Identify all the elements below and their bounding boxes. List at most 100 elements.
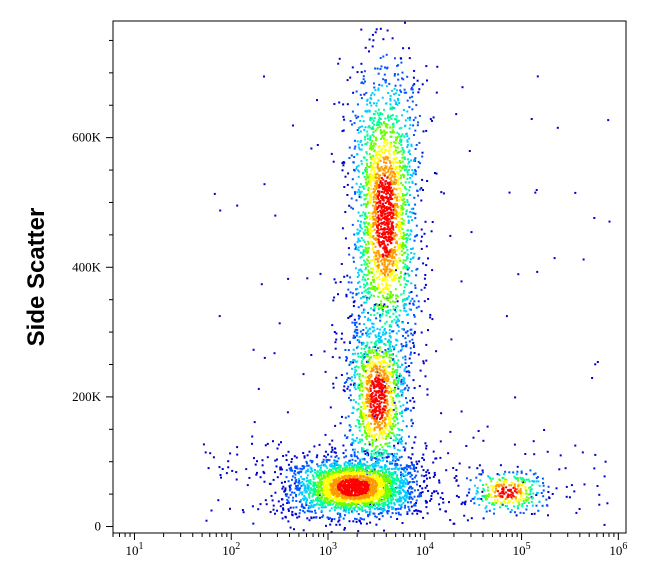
data-point xyxy=(395,168,398,170)
data-point xyxy=(520,484,523,487)
data-point xyxy=(583,483,586,486)
data-point xyxy=(385,355,388,357)
data-point xyxy=(337,471,340,474)
data-point xyxy=(361,416,364,418)
data-point xyxy=(376,267,379,270)
data-point xyxy=(294,470,296,472)
data-point xyxy=(401,77,403,80)
data-point xyxy=(419,495,422,498)
data-point xyxy=(376,353,379,356)
data-point xyxy=(534,191,537,194)
data-point xyxy=(425,359,428,362)
data-point xyxy=(415,144,418,146)
data-point xyxy=(392,455,395,458)
data-point xyxy=(376,258,379,261)
data-point xyxy=(360,522,362,525)
data-point xyxy=(364,135,367,138)
data-point xyxy=(398,167,401,170)
data-point xyxy=(359,93,362,96)
data-point xyxy=(337,476,340,479)
data-point xyxy=(525,489,528,492)
data-point xyxy=(410,291,413,293)
data-point xyxy=(307,493,310,495)
data-point xyxy=(347,349,350,352)
data-point xyxy=(339,515,342,518)
data-point xyxy=(384,464,387,466)
data-point xyxy=(371,498,374,501)
data-point xyxy=(404,500,407,502)
data-point xyxy=(392,270,395,273)
data-point xyxy=(508,471,511,474)
data-point xyxy=(391,37,394,40)
data-point xyxy=(253,457,255,460)
data-point xyxy=(388,360,391,363)
data-point xyxy=(399,221,402,223)
data-point xyxy=(227,466,230,469)
data-point xyxy=(399,176,402,179)
data-point xyxy=(373,307,376,310)
data-point xyxy=(229,507,231,510)
data-point xyxy=(367,318,370,321)
data-point xyxy=(364,110,367,113)
data-point xyxy=(365,266,367,269)
data-point xyxy=(363,296,366,299)
data-point xyxy=(297,481,300,484)
data-point xyxy=(400,204,403,207)
data-point xyxy=(410,208,413,211)
data-point xyxy=(394,158,397,161)
data-point xyxy=(402,335,404,337)
data-point xyxy=(324,492,327,495)
data-point xyxy=(417,509,419,512)
data-point xyxy=(359,268,362,271)
data-point xyxy=(335,471,338,474)
data-point xyxy=(207,467,210,470)
data-point xyxy=(409,308,412,311)
data-point xyxy=(418,88,421,91)
data-point xyxy=(383,161,385,164)
data-point xyxy=(388,349,391,352)
data-point xyxy=(401,228,404,230)
data-point xyxy=(385,131,388,134)
data-point xyxy=(304,491,307,494)
data-point xyxy=(346,461,349,464)
data-point xyxy=(361,434,364,437)
data-point xyxy=(370,94,373,97)
data-point xyxy=(603,523,606,526)
data-point xyxy=(396,295,399,298)
data-point xyxy=(389,292,392,295)
data-point xyxy=(324,505,327,508)
data-point xyxy=(370,259,373,262)
data-point xyxy=(356,418,359,421)
data-point xyxy=(322,474,325,477)
data-point xyxy=(361,382,364,385)
data-point xyxy=(399,217,402,220)
data-point xyxy=(335,463,338,466)
data-point xyxy=(412,84,415,87)
data-point xyxy=(404,203,407,206)
data-point xyxy=(394,310,397,313)
data-point xyxy=(421,487,424,490)
data-point xyxy=(468,488,471,491)
data-point xyxy=(404,125,406,128)
data-point xyxy=(384,365,387,368)
data-point xyxy=(367,472,370,475)
data-point xyxy=(361,270,364,273)
data-point xyxy=(370,127,373,130)
data-point xyxy=(417,305,420,308)
data-point xyxy=(352,383,355,386)
data-point xyxy=(356,241,359,243)
data-point xyxy=(570,484,573,487)
data-point xyxy=(367,256,370,259)
data-point xyxy=(496,498,499,501)
data-point xyxy=(366,98,369,101)
data-point xyxy=(384,351,387,354)
data-point xyxy=(285,495,288,497)
data-point xyxy=(371,494,374,497)
data-point xyxy=(375,502,378,504)
data-point xyxy=(394,423,397,426)
data-point xyxy=(367,350,370,353)
data-point xyxy=(348,340,351,343)
data-point xyxy=(413,332,416,335)
data-point xyxy=(542,484,545,487)
data-point xyxy=(471,497,474,500)
